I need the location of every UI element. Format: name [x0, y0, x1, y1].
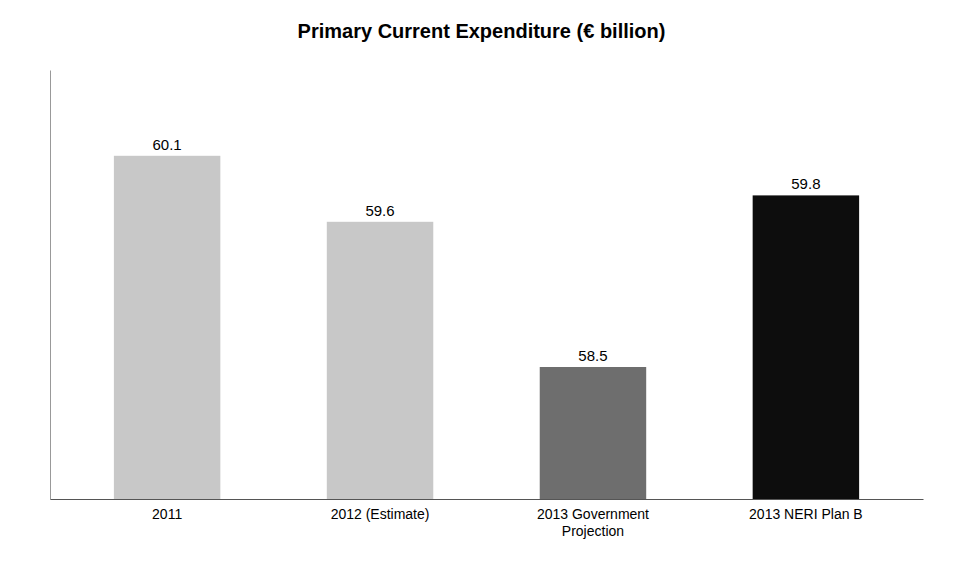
bar — [540, 367, 646, 499]
x-tick: 2012 (Estimate) — [331, 499, 430, 522]
bar — [114, 156, 220, 499]
x-tick-label: 2012 (Estimate) — [331, 506, 430, 522]
x-tick-label-line: 2013 Government — [537, 506, 649, 522]
x-tick-label: 2011 — [152, 506, 182, 522]
data-label: 59.6 — [365, 202, 394, 219]
plot: 60.1 59.6 58.5 59.8 2011 2012 (Estimate) 2013 … — [51, 71, 924, 539]
bars — [114, 156, 859, 499]
x-tick-label-line: 2011 — [152, 506, 182, 522]
x-tick-label-line: 2012 (Estimate) — [331, 506, 430, 522]
x-axis: 2011 2012 (Estimate) 2013 GovernmentProjec… — [51, 499, 924, 539]
x-tick: 2013 NERI Plan B — [749, 499, 863, 522]
data-label: 59.8 — [791, 175, 820, 192]
x-tick: 2013 GovernmentProjection — [537, 499, 649, 539]
data-label: 58.5 — [578, 347, 607, 364]
x-tick-label: 2013 GovernmentProjection — [537, 506, 649, 539]
data-labels: 60.1 59.6 58.5 59.8 — [153, 136, 821, 364]
y-axis-line — [50, 71, 51, 500]
x-tick: 2011 — [152, 499, 182, 522]
x-axis-line — [51, 499, 924, 500]
title: Primary Current Expenditure (€ billion) — [298, 20, 666, 42]
bar — [327, 222, 433, 499]
chart: Primary Current Expenditure (€ billion) 6… — [0, 0, 963, 579]
y-axis — [50, 71, 51, 500]
x-tick-label-line: 2013 NERI Plan B — [749, 506, 863, 522]
bar — [753, 195, 859, 499]
x-tick-label: 2013 NERI Plan B — [749, 506, 863, 522]
data-label: 60.1 — [153, 136, 182, 153]
x-tick-label-line: Projection — [562, 523, 624, 539]
